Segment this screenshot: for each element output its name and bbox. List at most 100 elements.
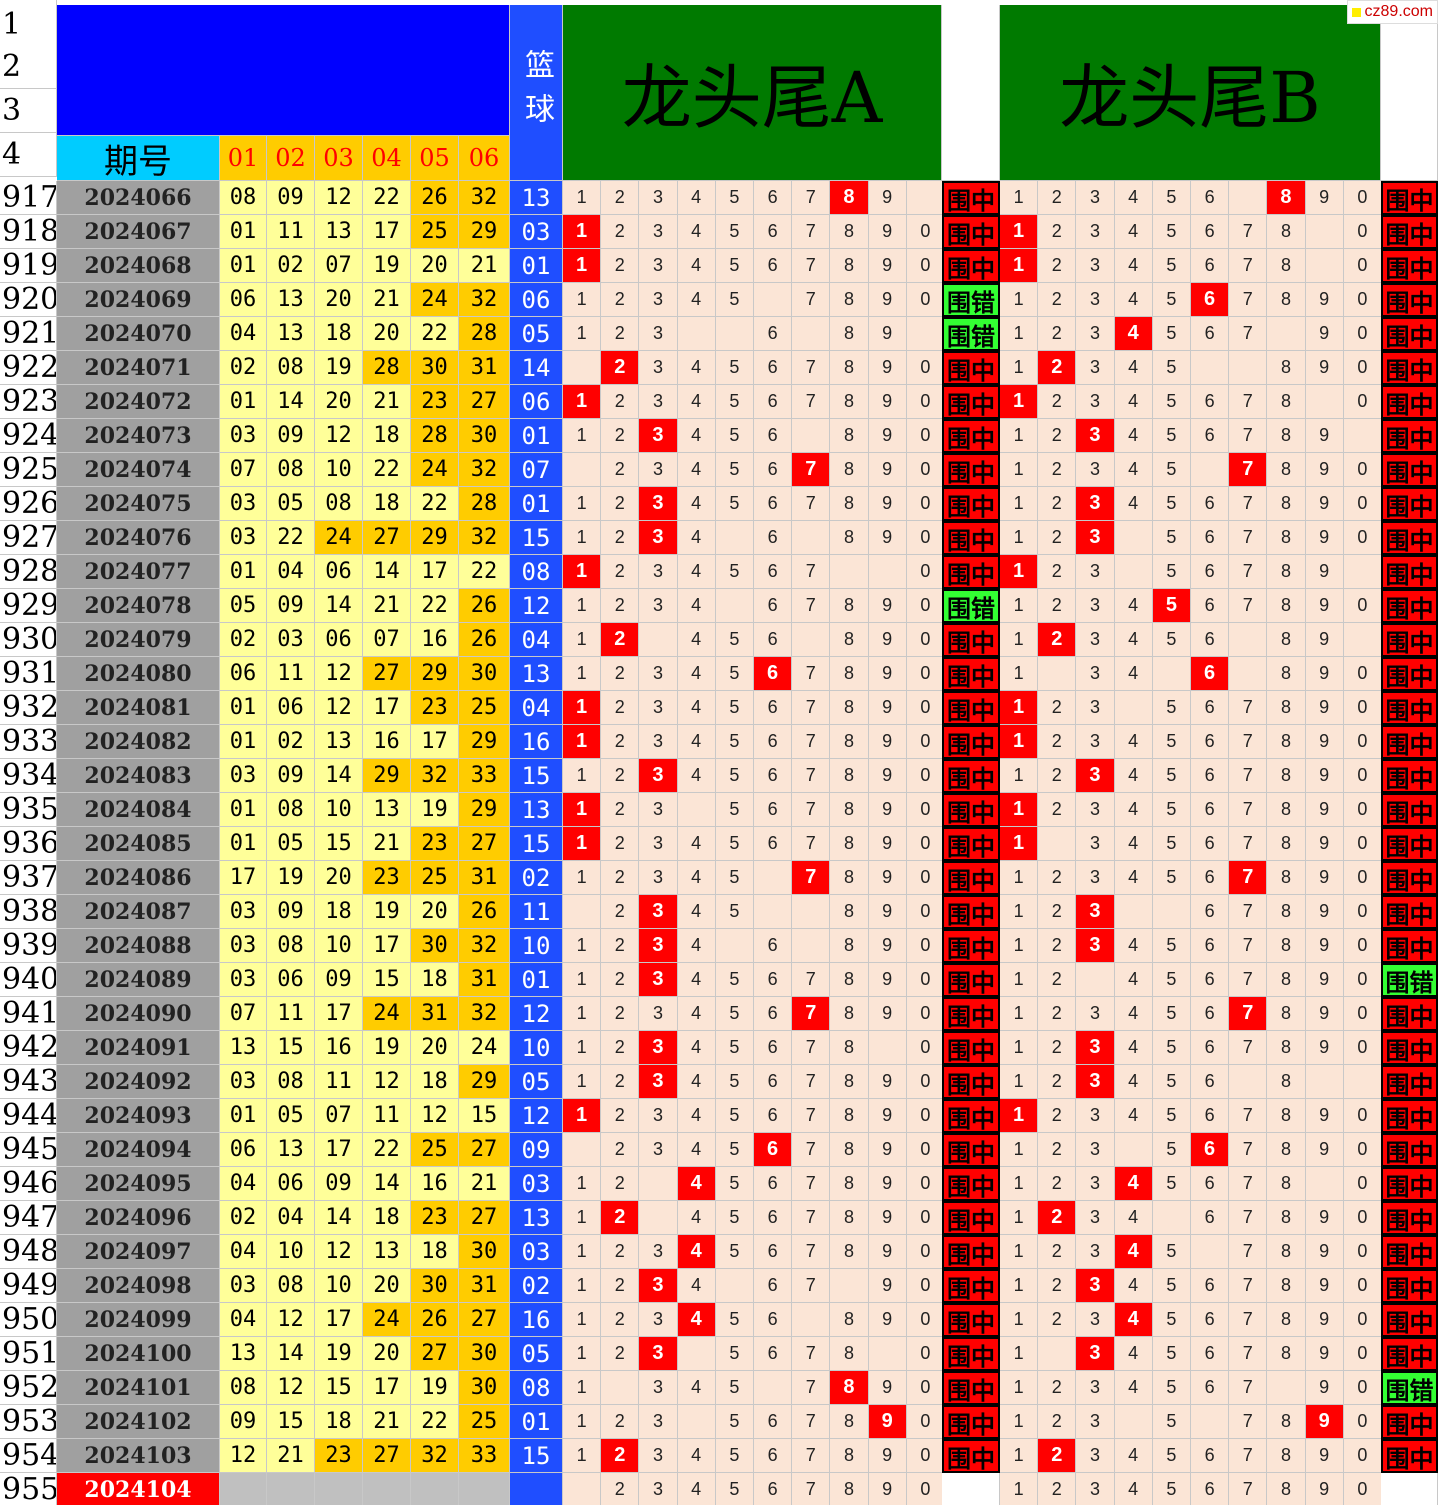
result-hit: 围中 (942, 1303, 1000, 1337)
row-number: 928 (0, 555, 57, 589)
grid-b-digit: 5 (1152, 1133, 1191, 1167)
grid-b-digit: 9 (1305, 1337, 1344, 1371)
empty-ball-cell (315, 1473, 363, 1505)
period-cell: 2024095 (57, 1167, 220, 1201)
red-ball-number: 32 (459, 997, 510, 1031)
red-ball-number: 32 (411, 1439, 459, 1473)
grid-a-digit: 6 (754, 725, 793, 759)
red-ball-number: 15 (267, 1405, 315, 1439)
blue-ball-number: 15 (510, 759, 563, 793)
grid-b-digit (1152, 895, 1191, 929)
grid-a-digit: 9 (868, 963, 907, 997)
red-ball-number: 13 (220, 1337, 267, 1371)
grid-b-digit: 3 (1076, 555, 1115, 589)
grid-a-digit: 2 (601, 419, 640, 453)
grid-b-digit: 1 (1000, 1201, 1039, 1235)
grid-a-digit: 5 (715, 1405, 754, 1439)
grid-a-digit: 5 (715, 1031, 754, 1065)
grid-a-digit: 6 (754, 1439, 793, 1473)
red-ball-number: 01 (220, 1099, 267, 1133)
grid-b-digit: 8 (1267, 385, 1306, 419)
grid-a-digit: 0 (906, 725, 945, 759)
blue-ball-number: 12 (510, 1099, 563, 1133)
red-ball-number: 08 (267, 1269, 315, 1303)
grid-b-digit: 6 (1191, 555, 1230, 589)
grid-a-digit: 2 (601, 521, 640, 555)
red-ball-number: 10 (315, 453, 363, 487)
grid-b-digit: 8 (1267, 1201, 1306, 1235)
result-hit: 围中 (942, 759, 1000, 793)
red-ball-number: 19 (363, 895, 411, 929)
red-ball-number: 30 (411, 929, 459, 963)
grid-b-digit (1229, 623, 1268, 657)
grid-a-digit: 9 (868, 691, 907, 725)
grid-b-digit: 0 (1343, 1371, 1382, 1405)
grid-b-digit: 2 (1038, 1303, 1077, 1337)
grid-b-digit: 5 (1152, 997, 1191, 1031)
grid-b-digit: 6 (1191, 521, 1230, 555)
red-ball-number: 06 (220, 657, 267, 691)
grid-a-digit: 4 (677, 1133, 716, 1167)
red-ball-number: 16 (363, 725, 411, 759)
red-ball-number: 18 (363, 487, 411, 521)
grid-a-digit: 7 (792, 283, 831, 317)
grid-b-digit: 9 (1305, 895, 1344, 929)
grid-a-hit-digit: 3 (639, 487, 678, 521)
grid-b-digit: 0 (1343, 725, 1382, 759)
grid-a-digit: 2 (601, 1303, 640, 1337)
grid-a-digit: 5 (715, 963, 754, 997)
row-number: 931 (0, 657, 57, 691)
grid-b-digit: 5 (1152, 181, 1191, 215)
grid-b-hit-digit: 3 (1076, 1065, 1115, 1099)
grid-a-digit: 8 (830, 1235, 869, 1269)
grid-a-digit: 9 (868, 521, 907, 555)
grid-b-digit: 9 (1305, 1133, 1344, 1167)
result-hit: 围中 (1381, 249, 1438, 283)
grid-a-hit-digit: 3 (639, 963, 678, 997)
grid-b-hit-digit: 3 (1076, 759, 1115, 793)
period-cell: 2024071 (57, 351, 220, 385)
red-ball-number: 05 (267, 487, 315, 521)
grid-a-digit: 3 (639, 1371, 678, 1405)
red-ball-number: 01 (220, 725, 267, 759)
grid-a-hit-digit: 2 (601, 1439, 640, 1473)
grid-b-digit: 0 (1343, 963, 1382, 997)
grid-b-hit-digit: 1 (1000, 385, 1039, 419)
blue-ball-number: 13 (510, 1201, 563, 1235)
next-grid-b-digit: 5 (1152, 1473, 1191, 1505)
row-number: 921 (0, 317, 57, 351)
red-ball-number: 04 (220, 1167, 267, 1201)
red-ball-number: 17 (363, 215, 411, 249)
title-b: 龙头尾B (1000, 5, 1381, 181)
grid-b-digit: 2 (1038, 1371, 1077, 1405)
period-cell: 2024083 (57, 759, 220, 793)
red-ball-number: 17 (411, 725, 459, 759)
grid-b-digit: 7 (1229, 691, 1268, 725)
grid-b-digit: 6 (1191, 487, 1230, 521)
red-ball-number: 07 (363, 623, 411, 657)
period-cell: 2024073 (57, 419, 220, 453)
next-grid-b-digit: 8 (1267, 1473, 1306, 1505)
grid-b-digit: 5 (1152, 793, 1191, 827)
grid-b-digit: 7 (1229, 1031, 1268, 1065)
grid-b-hit-digit: 1 (1000, 555, 1039, 589)
grid-a-digit: 3 (639, 1405, 678, 1439)
grid-a-digit (868, 555, 907, 589)
period-cell: 2024075 (57, 487, 220, 521)
period-cell: 2024085 (57, 827, 220, 861)
grid-b-digit: 3 (1076, 1167, 1115, 1201)
result-hit: 围中 (1381, 1439, 1438, 1473)
grid-a-digit: 0 (906, 1405, 945, 1439)
grid-b-digit: 1 (1000, 657, 1039, 691)
grid-a-hit-digit: 7 (792, 453, 831, 487)
grid-b-hit-digit: 1 (1000, 725, 1039, 759)
grid-a-digit: 5 (715, 1439, 754, 1473)
grid-b-digit (1305, 1065, 1344, 1099)
grid-b-digit: 5 (1152, 861, 1191, 895)
grid-a-digit: 5 (715, 215, 754, 249)
red-ball-number: 04 (220, 1303, 267, 1337)
header-row-number: 3 (0, 89, 57, 133)
grid-a-digit: 0 (906, 1337, 945, 1371)
red-ball-number: 26 (411, 1303, 459, 1337)
grid-b-digit: 6 (1191, 215, 1230, 249)
